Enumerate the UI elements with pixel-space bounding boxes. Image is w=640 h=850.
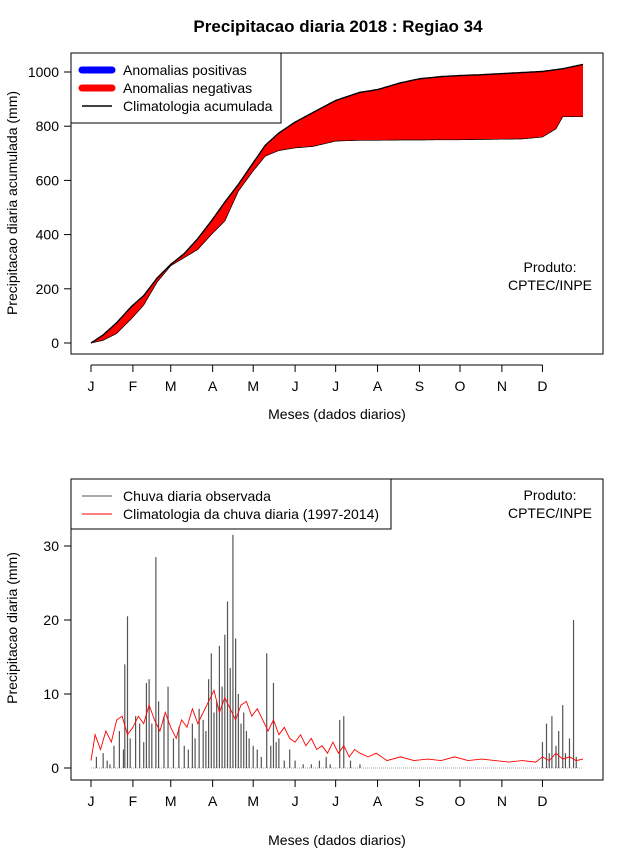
cumulative-y-axis: 0 200 400 600 800 1000 bbox=[28, 64, 72, 351]
daily-product-source: CPTEC/INPE bbox=[508, 505, 592, 521]
cumulative-legend: Anomalias positivas Anomalias negativas … bbox=[70, 52, 282, 124]
observed-cumulative-line bbox=[90, 116, 583, 344]
x-tick-label: M bbox=[247, 793, 259, 809]
x-tick-label: D bbox=[537, 378, 547, 394]
x-tick-label: D bbox=[537, 793, 547, 809]
cumulative-product-source: CPTEC/INPE bbox=[508, 277, 592, 293]
x-tick-label: F bbox=[129, 378, 138, 394]
daily-legend: Chuva diaria observada Climatologia da c… bbox=[70, 478, 392, 530]
x-tick-label: J bbox=[292, 793, 299, 809]
y-tick-label: 1000 bbox=[28, 64, 59, 80]
cumulative-x-label: Meses (dados diarios) bbox=[268, 406, 406, 422]
x-tick-label: F bbox=[129, 793, 138, 809]
x-tick-label: J bbox=[292, 378, 299, 394]
y-tick-label: 0 bbox=[51, 335, 59, 351]
cumulative-y-label: Precipitacao diaria acumulada (mm) bbox=[4, 91, 20, 315]
legend-label-positive: Anomalias positivas bbox=[123, 62, 247, 78]
x-tick-label: O bbox=[455, 378, 466, 394]
legend-label-daily-climatology: Climatologia da chuva diaria (1997-2014) bbox=[123, 506, 379, 522]
daily-y-label: Precipitacao diaria (mm) bbox=[4, 552, 20, 704]
x-tick-label: J bbox=[88, 793, 95, 809]
y-tick-label: 0 bbox=[51, 760, 59, 776]
x-tick-label: M bbox=[165, 378, 177, 394]
legend-label-negative: Anomalias negativas bbox=[123, 80, 252, 96]
x-tick-label: N bbox=[497, 378, 507, 394]
cumulative-product-label: Produto: bbox=[524, 259, 577, 275]
x-tick-label: A bbox=[208, 378, 218, 394]
y-tick-label: 600 bbox=[36, 172, 60, 188]
daily-panel: 0 10 20 30 J F M A M J J A S O N D Meses (dados diario… bbox=[4, 478, 604, 848]
cumulative-area-marks bbox=[90, 63, 584, 344]
x-tick-label: A bbox=[373, 378, 383, 394]
y-tick-label: 400 bbox=[36, 227, 60, 243]
negative-anomaly-area bbox=[91, 64, 583, 344]
x-tick-label: O bbox=[455, 793, 466, 809]
x-tick-label: J bbox=[332, 793, 339, 809]
y-tick-label: 30 bbox=[43, 538, 59, 554]
legend-label-climatology: Climatologia acumulada bbox=[123, 98, 273, 114]
x-tick-label: M bbox=[165, 793, 177, 809]
x-tick-label: A bbox=[208, 793, 218, 809]
legend-label-observed: Chuva diaria observada bbox=[123, 488, 271, 504]
cumulative-panel: 0 200 400 600 800 1000 J F M A M J J A S O N D Meses (da… bbox=[4, 52, 604, 422]
x-tick-label: N bbox=[497, 793, 507, 809]
y-tick-label: 20 bbox=[43, 612, 59, 628]
daily-product-label: Produto: bbox=[524, 487, 577, 503]
y-tick-label: 200 bbox=[36, 281, 60, 297]
x-tick-label: S bbox=[415, 378, 424, 394]
y-tick-label: 800 bbox=[36, 118, 60, 134]
daily-climatology-line bbox=[90, 688, 584, 763]
x-tick-label: S bbox=[415, 793, 424, 809]
chart-title: Precipitacao diaria 2018 : Regiao 34 bbox=[193, 17, 483, 36]
daily-x-label: Meses (dados diarios) bbox=[268, 832, 406, 848]
y-tick-label: 10 bbox=[43, 686, 59, 702]
daily-y-axis: 0 10 20 30 bbox=[43, 538, 72, 776]
daily-rain-marks bbox=[90, 534, 584, 769]
x-tick-label: A bbox=[373, 793, 383, 809]
climatology-cumulative-line bbox=[90, 63, 584, 344]
x-tick-label: J bbox=[88, 378, 95, 394]
x-tick-label: J bbox=[332, 378, 339, 394]
daily-legend-box bbox=[70, 478, 392, 530]
x-tick-label: M bbox=[247, 378, 259, 394]
